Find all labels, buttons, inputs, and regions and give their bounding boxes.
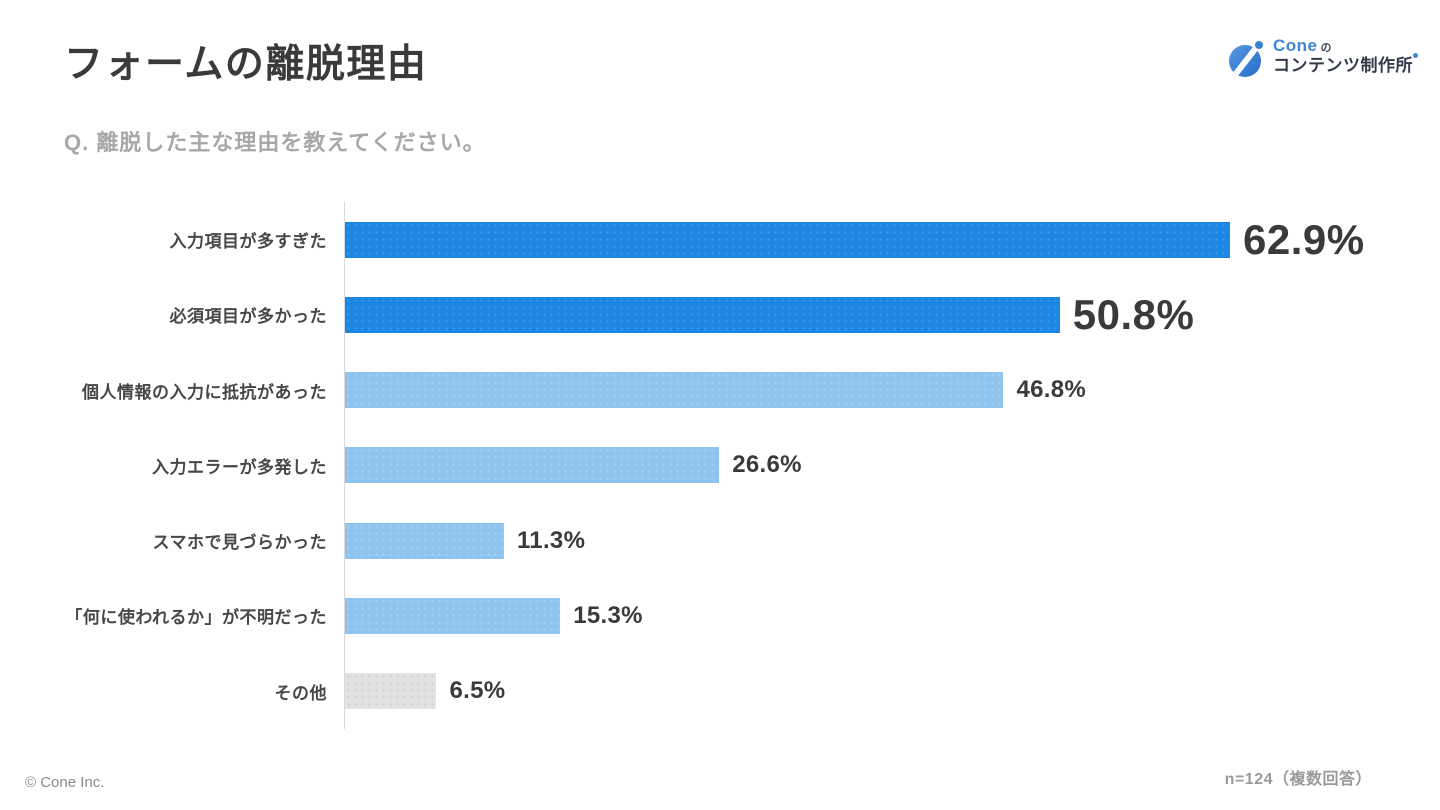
bar-track: 50.8% [345,291,1440,339]
bar [345,296,1060,333]
bar-track: 11.3% [345,522,1440,559]
bar-track: 6.5% [345,673,1440,710]
bar-value-label: 15.3% [573,601,643,629]
brand-text: Cone の コンテンツ制作所 [1273,36,1418,76]
bar-row: スマホで見づらかった 11.3% [0,503,1440,578]
brand-secondary-label: コンテンツ制作所 [1273,55,1413,75]
bar-category-label: その他 [274,683,327,703]
bar [345,522,504,559]
bar-category-label: 必須項目が多かった [169,307,327,327]
bar-category-label: 入力項目が多すぎた [169,232,327,252]
logo-dot-icon [1255,40,1263,49]
bar-category-label: 個人情報の入力に抵抗があった [82,382,327,402]
bar-rows: 入力項目が多すぎた 62.9% 必須項目が多かった 50.8% 個人情報の入力に抵抗があ… [0,202,1440,729]
cone-logo-icon [1229,39,1263,77]
brand-secondary-name: コンテンツ制作所 [1273,52,1418,76]
bar-value-label: 26.6% [732,451,802,479]
bar-value-label: 6.5% [449,677,506,705]
bar-category-label: スマホで見づらかった [152,533,327,553]
footer-copyright: © Cone Inc. [25,774,105,791]
bar-row: 入力項目が多すぎた 62.9% [0,202,1440,277]
bar-track: 46.8% [345,372,1440,409]
chart-question: Q. 離脱した主な理由を教えてください。 [64,130,486,155]
bar [345,597,561,634]
brand-name-suffix: の [1320,42,1332,54]
bar-category-label: 「何に使われるか」が不明だった [65,608,327,628]
bar-track: 15.3% [345,597,1440,634]
bar-row: 入力エラーが多発した 26.6% [0,428,1440,503]
bar [345,447,720,484]
logo-circle-icon [1229,44,1261,77]
bar-track: 62.9% [345,216,1440,264]
bar-value-label: 62.9% [1243,215,1365,263]
bar-category-label: 入力エラーが多発した [152,457,327,477]
brand-accent-dot-icon [1413,52,1418,58]
bar [345,221,1230,258]
bar-value-label: 50.8% [1072,290,1195,338]
bar-chart: 入力項目が多すぎた 62.9% 必須項目が多かった 50.8% 個人情報の入力に抵抗があ… [0,202,1440,729]
brand-logo: Cone の コンテンツ制作所 [1229,36,1418,77]
brand-name: Cone [1273,36,1318,55]
bar-track: 26.6% [345,447,1440,484]
sample-size-note: n=124（複数回答） [1224,771,1372,788]
bar-value-label: 11.3% [516,526,586,554]
bar-row: その他 6.5% [0,654,1440,729]
page-title: フォームの離脱理由 [64,43,428,86]
axis-line [344,202,345,729]
bar-row: 個人情報の入力に抵抗があった 46.8% [0,353,1440,428]
bar [345,673,437,710]
bar-row: 必須項目が多かった 50.8% [0,277,1440,352]
logo-slash-icon [1229,44,1261,77]
bar-row: 「何に使われるか」が不明だった 15.3% [0,578,1440,653]
bar-value-label: 46.8% [1016,376,1087,404]
bar [345,372,1004,409]
